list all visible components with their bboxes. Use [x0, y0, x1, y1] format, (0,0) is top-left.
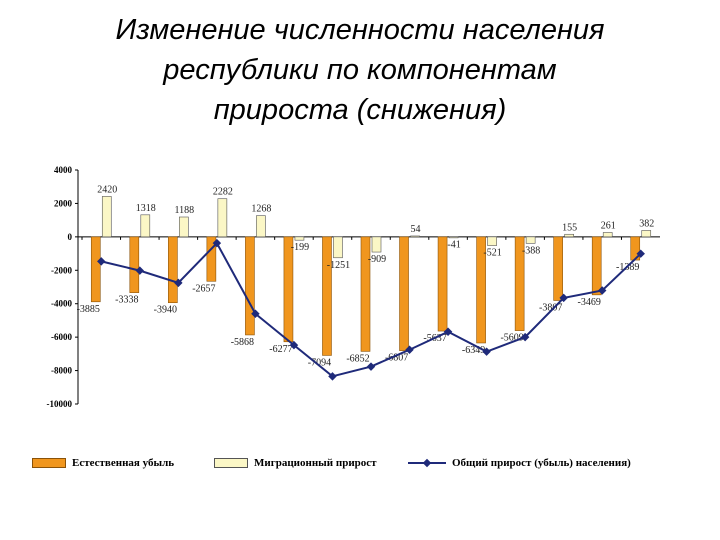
- bar-migration: [179, 216, 189, 238]
- y-tick-label: -8000: [51, 366, 72, 376]
- bar-migration: [140, 214, 151, 238]
- bar-migration: [448, 236, 459, 239]
- bar-migration: [525, 236, 536, 244]
- title-line-3: прироста (снижения): [213, 94, 507, 126]
- chart-legend: Естественная убыль Миграционный прирост …: [32, 455, 702, 471]
- legend-item-total: Общий прирост (убыль) населения): [408, 455, 631, 471]
- data-label-natural: -3885: [77, 304, 100, 315]
- data-label-natural: -5868: [231, 337, 254, 348]
- y-tick-label: 4000: [54, 165, 73, 175]
- data-label-natural: -5609: [500, 333, 523, 344]
- data-label-natural: -7094: [308, 357, 331, 368]
- point-total: [328, 372, 337, 381]
- point-total: [174, 278, 183, 288]
- title-line-1: Изменение численности населения: [115, 14, 605, 46]
- data-label-natural: -1389: [616, 262, 639, 273]
- y-tick-label: -4000: [51, 299, 72, 309]
- legend-swatch-natural: [32, 458, 66, 468]
- bar-migration: [333, 236, 343, 259]
- point-total: [97, 257, 106, 266]
- bar-natural: [206, 236, 217, 282]
- bar-natural: [476, 236, 486, 344]
- legend-label-total: Общий прирост (убыль) населения): [452, 457, 631, 469]
- bar-natural: [90, 236, 101, 303]
- data-label-natural: -3469: [578, 297, 601, 308]
- bar-natural: [360, 236, 371, 352]
- bar-migration: [564, 233, 574, 238]
- data-label-migration: 1318: [136, 203, 156, 214]
- data-label-migration: -41: [447, 240, 460, 251]
- point-total: [289, 340, 299, 350]
- point-total: [443, 327, 453, 337]
- bar-migration: [487, 236, 497, 246]
- data-label-natural: -2657: [192, 283, 215, 294]
- bar-migration: [371, 236, 382, 253]
- point-total: [135, 266, 145, 275]
- bar-natural: [322, 236, 332, 356]
- data-label-natural: -3338: [115, 295, 138, 306]
- bar-migration: [410, 235, 420, 238]
- y-tick-label: 0: [68, 232, 73, 242]
- bar-migration: [101, 196, 112, 238]
- bar-natural: [245, 236, 255, 336]
- data-label-migration: -909: [368, 254, 386, 265]
- bar-natural: [399, 236, 409, 351]
- legend-item-migration: Миграционный прирост: [214, 455, 377, 471]
- legend-swatch-total: [408, 458, 446, 468]
- data-label-migration: 382: [639, 218, 654, 229]
- title-line-2: республики по компонентам: [163, 54, 557, 86]
- bar-migration: [217, 198, 228, 238]
- bar-migration: [294, 236, 305, 241]
- point-total: [366, 362, 376, 371]
- legend-label-natural: Естественная убыль: [72, 457, 175, 469]
- data-label-natural: -6852: [346, 353, 369, 364]
- data-label-migration: 2282: [213, 187, 233, 198]
- data-label-migration: 1268: [251, 204, 271, 215]
- bar-migration: [256, 215, 266, 238]
- data-label-migration: 1188: [175, 205, 195, 216]
- data-label-migration: 261: [601, 220, 616, 231]
- data-label-natural: -6277: [269, 344, 292, 355]
- data-label-migration: -388: [522, 245, 540, 256]
- point-total: [482, 347, 491, 356]
- point-total: [559, 293, 568, 303]
- bar-migration: [641, 230, 652, 238]
- data-label-migration: 155: [562, 222, 577, 233]
- point-total: [597, 286, 607, 295]
- bar-natural: [168, 236, 178, 304]
- legend-item-natural: Естественная убыль: [32, 455, 174, 471]
- data-label-migration: -199: [291, 242, 309, 253]
- data-label-natural: -3940: [154, 305, 177, 316]
- data-label-migration: -521: [483, 248, 501, 259]
- bar-natural: [437, 236, 448, 332]
- point-total: [251, 309, 260, 318]
- y-tick-label: -2000: [51, 265, 72, 275]
- point-total: [212, 238, 222, 248]
- y-tick-label: -10000: [47, 399, 73, 409]
- bar-natural: [591, 236, 602, 296]
- bar-natural: [514, 236, 525, 331]
- bar-natural: [553, 236, 563, 301]
- bar-natural: [129, 236, 140, 293]
- point-total: [520, 332, 530, 342]
- data-label-migration: 54: [411, 224, 421, 235]
- data-label-migration: -1251: [327, 260, 350, 271]
- point-total: [405, 345, 414, 354]
- data-label-migration: 2420: [97, 184, 117, 195]
- legend-swatch-migration: [214, 458, 248, 468]
- data-label-natural: -6807: [385, 353, 408, 364]
- bar-migration: [602, 232, 613, 238]
- y-tick-label: -6000: [51, 332, 72, 342]
- legend-label-migration: Миграционный прирост: [254, 457, 377, 469]
- data-label-natural: -3807: [539, 302, 562, 313]
- chart-title: Изменение численности населения республи…: [40, 10, 680, 130]
- data-label-natural: -6349: [462, 345, 485, 356]
- y-tick-label: 2000: [54, 198, 73, 208]
